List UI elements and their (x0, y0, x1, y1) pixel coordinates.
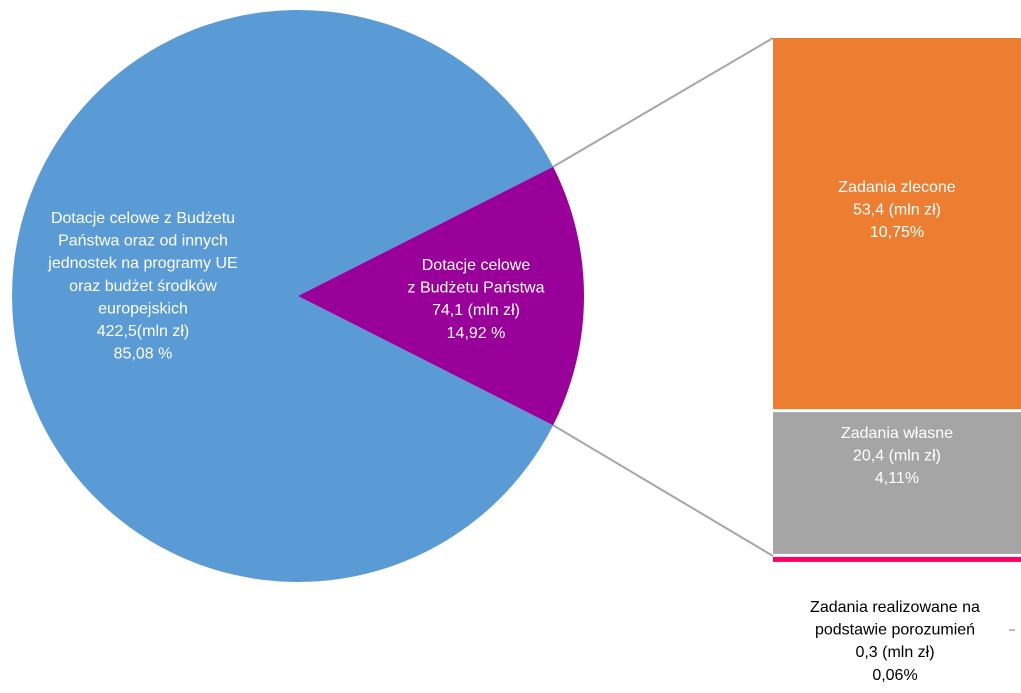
connector-line-bottom (552, 424, 774, 557)
label-porozumienia: Zadania realizowane na podstawie porozumi… (810, 599, 980, 684)
pie-slices (12, 9, 585, 582)
pie-slice-eu (12, 9, 554, 582)
data-labels: Dotacje celowe z Budżetu Państwa oraz od … (47, 179, 1015, 684)
connector-line-top (552, 37, 774, 168)
bar-segment-zlecone (773, 38, 1021, 410)
bar-segment-porozumienia (773, 556, 1021, 562)
breakdown-bar (773, 38, 1021, 562)
label-eu: Dotacje celowe z Budżetu Państwa oraz od … (47, 210, 237, 363)
bar-segment-wlasne (773, 412, 1021, 554)
label-state: Dotacje celowe z Budżetu Państwa 74,1 (mln… (408, 257, 545, 342)
label-wlasne: Zadania własne 20,4 (mln zł) 4,11% (841, 425, 953, 487)
pie-slice-state (298, 166, 585, 426)
label-zlecone: Zadania zlecone 53,4 (mln zł) 10,75% (838, 179, 956, 241)
connector-lines (552, 37, 774, 557)
